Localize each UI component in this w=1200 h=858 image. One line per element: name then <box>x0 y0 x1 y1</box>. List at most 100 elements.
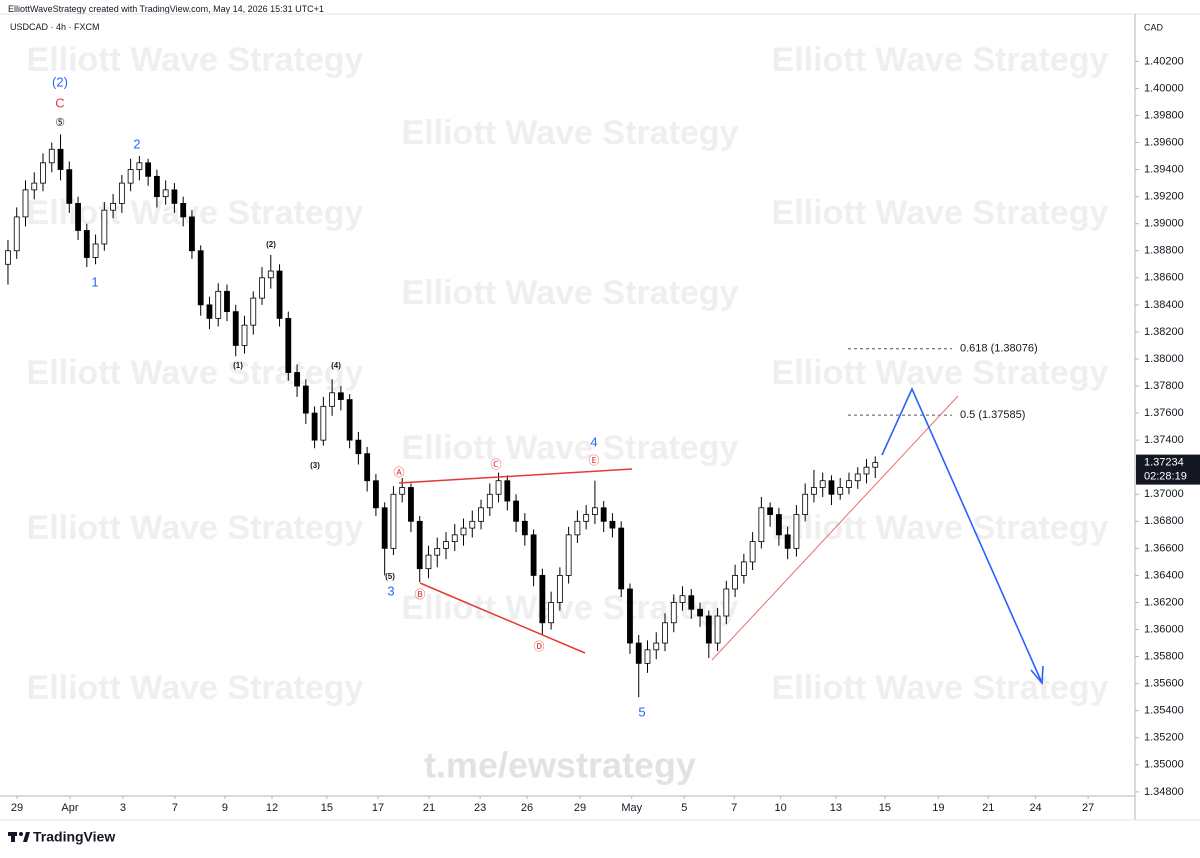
candle-body <box>101 209 108 245</box>
candle-body <box>162 189 169 198</box>
candle-body <box>609 520 616 529</box>
watermark: Elliott Wave Strategy <box>402 429 739 467</box>
candle-body <box>416 520 423 570</box>
candle-body <box>285 317 292 373</box>
y-tick-label: 1.38800 <box>1144 245 1184 257</box>
candle-body <box>136 162 143 170</box>
wave-label: 1 <box>91 274 98 289</box>
y-tick-label: 1.38000 <box>1144 353 1184 365</box>
y-tick-label: 1.38200 <box>1144 326 1184 338</box>
watermark: Elliott Wave Strategy <box>27 669 364 707</box>
watermark: Elliott Wave Strategy <box>27 509 364 547</box>
candle-body <box>775 514 782 536</box>
y-tick-label: 1.37600 <box>1144 407 1184 419</box>
candle-body <box>399 487 406 495</box>
candle-body <box>241 324 248 346</box>
candle-body <box>66 169 73 204</box>
trend-line <box>711 395 959 661</box>
x-tick-label: 24 <box>1029 802 1041 814</box>
x-tick-label: 3 <box>120 802 126 814</box>
candle-body <box>57 148 64 170</box>
candle-body <box>740 561 747 576</box>
candle-body <box>215 290 222 319</box>
y-tick-label: 1.37000 <box>1144 488 1184 500</box>
wave-label: Ⓐ <box>394 466 405 479</box>
countdown: 02:28:19 <box>1144 471 1187 483</box>
logo-mark <box>23 832 30 842</box>
y-tick-label: 1.39400 <box>1144 163 1184 175</box>
y-tick-label: 1.40000 <box>1144 82 1184 94</box>
wave-label: 2 <box>133 136 140 151</box>
fib-label: 0.618 (1.38076) <box>960 343 1038 355</box>
candle-body <box>346 399 353 441</box>
candle-body <box>600 507 607 522</box>
x-tick-label: 26 <box>521 802 533 814</box>
candle-body <box>22 189 29 218</box>
candle-body <box>486 493 493 509</box>
candle-body <box>408 487 414 522</box>
currency: CAD <box>1144 22 1164 32</box>
candle-body <box>653 642 660 651</box>
candle-body <box>793 514 800 549</box>
candle-body <box>679 595 686 603</box>
candle-body <box>224 290 230 313</box>
x-tick-label: May <box>621 802 642 814</box>
y-tick-label: 1.40200 <box>1144 55 1184 67</box>
candle-body <box>381 507 388 549</box>
candle-body <box>302 385 309 414</box>
candle-body <box>539 575 546 624</box>
candle-body <box>872 462 879 468</box>
candle-body <box>197 250 204 306</box>
candle-body <box>250 297 257 326</box>
candle-body <box>206 304 213 319</box>
logo-mark <box>19 832 23 836</box>
candle-body <box>425 554 432 570</box>
watermark: Elliott Wave Strategy <box>772 354 1109 392</box>
candle-body <box>504 480 511 502</box>
candle-body <box>276 270 283 319</box>
candle-body <box>373 480 379 509</box>
candle-body <box>232 311 239 346</box>
logo: TradingView <box>8 829 115 845</box>
x-tick-label: 17 <box>372 802 384 814</box>
wave-label: 5 <box>638 704 645 719</box>
candle-body <box>469 520 476 529</box>
y-tick-label: 1.35000 <box>1144 759 1184 771</box>
wave-label: 4 <box>590 434 597 449</box>
watermark: Elliott Wave Strategy <box>772 669 1109 707</box>
candle-body <box>811 487 817 495</box>
candle-body <box>320 405 327 441</box>
wave-label: Ⓓ <box>534 640 545 653</box>
logo-mark <box>11 832 15 842</box>
watermark: Elliott Wave Strategy <box>27 41 364 79</box>
candle-body <box>267 270 274 279</box>
candle-body <box>495 480 502 495</box>
candle-body <box>627 588 633 644</box>
watermarks: Elliott Wave Strategy Elliott Wave Strate… <box>27 41 1109 786</box>
candle-body <box>127 169 134 184</box>
x-tick-label: 15 <box>879 802 891 814</box>
symbol: USDCAD · 4h · FXCM <box>10 22 100 32</box>
candle-body <box>337 392 344 400</box>
projection-arrowhead <box>1030 665 1044 686</box>
candle-body <box>697 608 703 617</box>
candle-body <box>118 182 125 204</box>
x-tick-label: 12 <box>266 802 278 814</box>
candle-body <box>837 487 844 495</box>
watermark: Elliott Wave Strategy <box>772 41 1109 79</box>
wave-label: Ⓒ <box>491 458 502 471</box>
y-tick-label: 1.39800 <box>1144 109 1184 121</box>
candle-body <box>705 615 712 644</box>
y-tick-label: 1.36800 <box>1144 515 1184 527</box>
candle-body <box>635 642 642 664</box>
wave-label: (3) <box>310 461 320 470</box>
candle-body <box>565 534 572 576</box>
candle-body <box>460 527 467 536</box>
wave-label: C <box>55 95 64 110</box>
wave-label: (5) <box>385 572 395 581</box>
x-tick-label: 5 <box>681 802 687 814</box>
watermark: Elliott Wave Strategy <box>27 354 364 392</box>
candle-body <box>688 595 695 610</box>
candle-body <box>548 602 555 624</box>
